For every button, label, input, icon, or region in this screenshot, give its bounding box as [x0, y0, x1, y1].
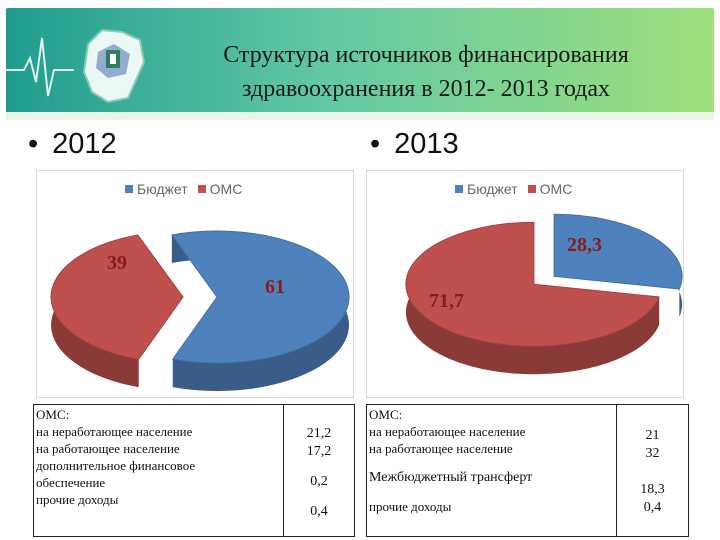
- pie-data-label: 28,3: [567, 234, 602, 256]
- pie-slice-budget: [170, 230, 350, 391]
- bullet-label-2012: 2012: [52, 128, 117, 160]
- oms-row-label: Межбюджетный трансферт: [369, 470, 533, 485]
- oms-header: ОМС:: [369, 407, 403, 422]
- table-row: ОМС: на неработающее население на работа…: [33, 404, 355, 537]
- pie-slice-top: [50, 234, 184, 360]
- oms-row-value: 21: [645, 428, 660, 443]
- legend-item-budget: Бюджет: [125, 181, 188, 197]
- bullet-label-2013: 2013: [394, 128, 459, 160]
- table-row: ОМС: на неработающее население на работа…: [366, 404, 689, 537]
- page-title: Структура источников финансирования здра…: [156, 38, 696, 106]
- pie-slice-oms: [405, 221, 660, 375]
- legend-label-oms: ОМС: [539, 181, 573, 197]
- oms-row-value: 0,2: [310, 474, 328, 489]
- legend-item-budget: Бюджет: [455, 181, 518, 197]
- pie-slice-top: [170, 230, 350, 364]
- bullet-2013: • 2013: [370, 128, 459, 161]
- pie-chart-2013: Бюджет ОМС 28,3 71,7: [366, 170, 684, 398]
- oms-table-2013: ОМС: на неработающее население на работа…: [366, 404, 689, 537]
- oms-row-value: 0,4: [643, 500, 662, 515]
- bullet-2012: • 2012: [28, 128, 117, 161]
- oms-row-value: 0,4: [310, 504, 328, 519]
- oms-values-cell: 21,2 17,2 0,2 0,4: [283, 404, 355, 537]
- title-line-1: Структура источников финансирования: [223, 42, 629, 68]
- legend-item-oms: ОМС: [527, 181, 573, 197]
- pie-data-label: 39: [107, 252, 127, 274]
- pie-slice-top: [405, 221, 660, 347]
- oms-row-label: на работающее население: [369, 441, 513, 456]
- oms-labels-cell: ОМС: на неработающее население на работа…: [33, 404, 284, 537]
- legend-swatch-budget: [125, 185, 133, 193]
- oms-row-value: 21,2: [306, 426, 332, 441]
- legend-2012: Бюджет ОМС: [125, 181, 242, 197]
- legend-label-oms: ОМС: [209, 181, 243, 197]
- legend-label-budget: Бюджет: [467, 181, 518, 197]
- oms-row-label: обеспечение: [36, 475, 106, 490]
- pie-2013-svg: 28,3 71,7: [405, 213, 683, 375]
- oms-labels-cell: ОМС: на неработающее население на работа…: [366, 404, 617, 537]
- bullet-dot: •: [370, 128, 381, 160]
- oms-row-value: 32: [645, 446, 660, 461]
- title-line-2: здравоохранения в 2012- 2013 годах: [241, 76, 611, 102]
- oms-row-label: дополнительное финансовое: [36, 458, 196, 473]
- pie-data-label: 61: [265, 276, 285, 298]
- oms-row-label: на работающее население: [36, 441, 180, 456]
- oms-row-value: 17,2: [306, 444, 332, 459]
- legend-2013: Бюджет ОМС: [455, 181, 572, 197]
- header-banner: Структура источников финансирования здра…: [6, 8, 714, 120]
- legend-swatch-oms: [197, 185, 206, 193]
- oms-row-label: на неработающее население: [369, 424, 526, 439]
- legend-swatch-budget: [455, 185, 463, 193]
- pie-2012-svg: 61 39: [50, 230, 350, 391]
- pie-slice-top: [553, 213, 683, 290]
- pie-slice-oms: [50, 234, 184, 388]
- ecg-line-icon: [6, 37, 74, 97]
- pie-slice-budget: [553, 213, 683, 318]
- legend-label-budget: Бюджет: [137, 181, 188, 197]
- legend-item-oms: ОМС: [197, 181, 243, 197]
- legend-swatch-oms: [527, 185, 536, 193]
- oms-row-label: прочие доходы: [36, 492, 119, 507]
- header-divider: [6, 112, 714, 120]
- pie-chart-2012: Бюджет ОМС 61 39: [36, 170, 354, 398]
- bullet-dot: •: [28, 128, 39, 160]
- region-map-medical-icon: [82, 28, 146, 104]
- oms-header: ОМС:: [36, 407, 70, 422]
- pie-data-label: 71,7: [429, 290, 464, 312]
- oms-row-label: прочие доходы: [369, 499, 452, 514]
- oms-row-label: на неработающее население: [36, 424, 193, 439]
- oms-values-cell: 21 32 18,3 0,4: [616, 404, 689, 537]
- oms-table-2012: ОМС: на неработающее население на работа…: [33, 404, 355, 537]
- oms-row-value: 18,3: [640, 482, 665, 497]
